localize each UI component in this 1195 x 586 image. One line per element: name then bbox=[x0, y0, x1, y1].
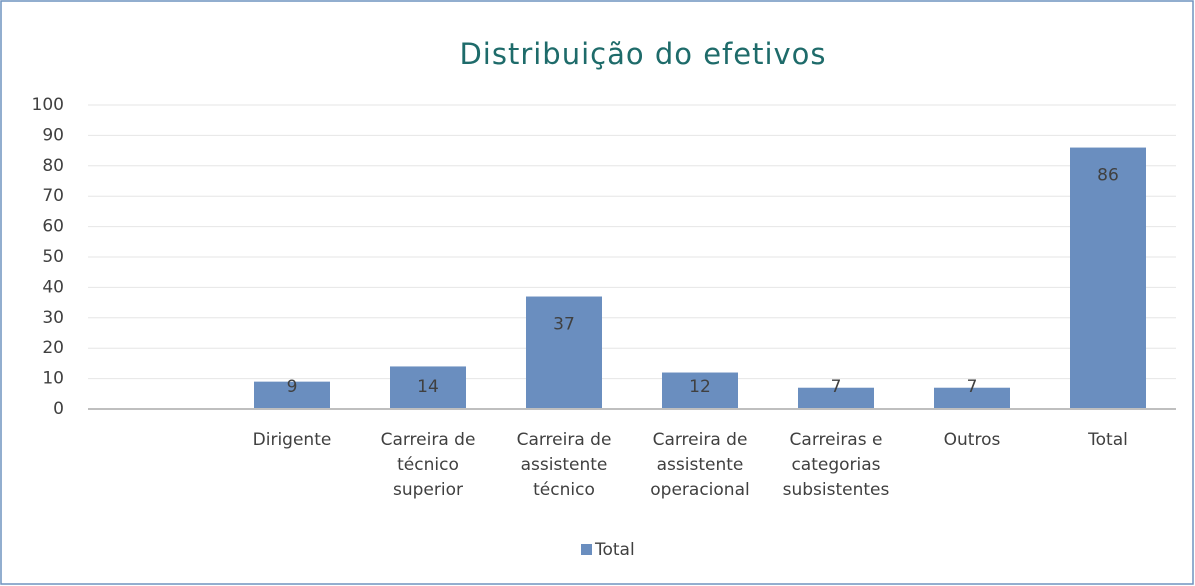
bar bbox=[798, 387, 874, 409]
y-tick-label: 60 bbox=[42, 217, 64, 237]
y-tick-label: 10 bbox=[42, 369, 64, 389]
x-tick-label: Dirigente bbox=[252, 430, 332, 450]
data-label: 86 bbox=[1097, 166, 1119, 186]
bar bbox=[526, 296, 602, 409]
bar bbox=[934, 387, 1010, 409]
data-label: 7 bbox=[967, 377, 978, 397]
x-tick-label: Carreira de técnico superior bbox=[380, 430, 476, 500]
y-tick-label: 0 bbox=[53, 399, 64, 419]
y-tick-label: 20 bbox=[42, 338, 64, 358]
y-tick-label: 80 bbox=[42, 156, 64, 176]
y-tick-label: 70 bbox=[42, 186, 64, 206]
bar bbox=[662, 372, 738, 409]
x-tick-label: Total bbox=[1088, 430, 1128, 450]
x-tick-label: Carreira de assistente técnico bbox=[516, 430, 612, 500]
bar bbox=[1070, 147, 1146, 409]
y-tick-label: 50 bbox=[42, 247, 64, 267]
data-label: 9 bbox=[287, 377, 298, 397]
x-tick-label: Carreiras e categorias subsistentes bbox=[782, 430, 890, 500]
bar bbox=[390, 366, 466, 409]
x-tick-label: Carreira de assistente operacional bbox=[650, 430, 750, 500]
y-tick-label: 100 bbox=[32, 95, 64, 115]
data-label: 37 bbox=[553, 315, 575, 335]
data-label: 7 bbox=[831, 377, 842, 397]
x-tick-label: Outros bbox=[943, 430, 1001, 450]
y-tick-label: 30 bbox=[42, 308, 64, 328]
y-tick-label: 90 bbox=[42, 125, 64, 145]
bar bbox=[254, 381, 330, 409]
y-tick-label: 40 bbox=[42, 277, 64, 297]
data-label: 14 bbox=[417, 377, 439, 397]
legend-label: Total bbox=[594, 540, 635, 560]
chart-title: Distribuição do efetivos bbox=[459, 37, 826, 71]
legend-swatch bbox=[581, 544, 592, 555]
data-label: 12 bbox=[689, 377, 711, 397]
